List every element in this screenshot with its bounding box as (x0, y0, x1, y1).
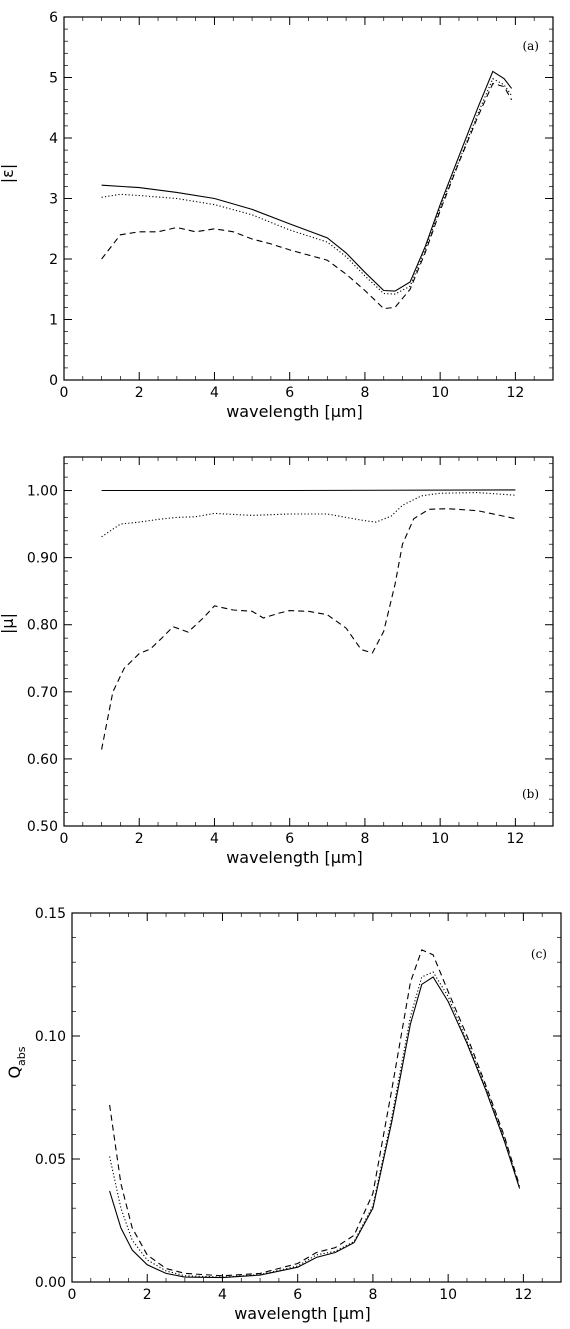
y-tick-label: 1 (49, 313, 58, 329)
series-solid (109, 976, 521, 1279)
series-solid (101, 489, 516, 492)
panel-tag: (c) (531, 947, 547, 961)
x-tick-label: 10 (431, 831, 449, 847)
x-tick-label: 10 (431, 385, 449, 401)
panel-tag: (b) (522, 787, 539, 801)
y-tick-label: 1.00 (27, 484, 58, 500)
y-tick-label: 2 (49, 252, 58, 268)
x-tick-label: 4 (210, 831, 219, 847)
y-tick-label: 0.10 (35, 1029, 66, 1045)
series-dashed (101, 82, 513, 310)
x-axis-label: wavelength [μm] (234, 1304, 371, 1323)
x-axis-label: wavelength [μm] (226, 848, 363, 867)
x-tick-label: 12 (514, 1287, 532, 1303)
x-tick-label: 6 (285, 385, 294, 401)
x-tick-label: 8 (368, 1287, 377, 1303)
x-tick-label: 12 (506, 385, 524, 401)
y-axis-label: |ε| (0, 164, 17, 183)
plot-frame (63, 16, 554, 381)
y-tick-label: 6 (49, 10, 58, 26)
x-tick-label: 2 (135, 831, 144, 847)
y-axis-label: Qabs (5, 1046, 28, 1078)
x-tick-label: 2 (143, 1287, 152, 1303)
x-tick-label: 8 (360, 385, 369, 401)
y-tick-label: 0.00 (35, 1275, 66, 1291)
plot-frame (71, 912, 562, 1283)
y-tick-label: 0.60 (27, 752, 58, 768)
x-tick-label: 0 (60, 385, 69, 401)
y-tick-label: 5 (49, 71, 58, 87)
series-dashed (101, 508, 516, 750)
x-tick-label: 12 (506, 831, 524, 847)
x-tick-label: 2 (135, 385, 144, 401)
x-tick-label: 6 (285, 831, 294, 847)
y-tick-label: 0 (49, 373, 58, 389)
series-dotted (101, 492, 516, 538)
y-tick-label: 0.90 (27, 551, 58, 567)
x-tick-label: 8 (360, 831, 369, 847)
x-tick-label: 0 (68, 1287, 77, 1303)
series-dotted (109, 971, 521, 1278)
panel-c: 0 2 4 6 8 10 12 0.00 0.05 0.10 0.15 wavelength [μm]… (5, 906, 562, 1323)
series-dashed (109, 949, 521, 1277)
y-tick-label: 0.50 (27, 819, 58, 835)
y-tick-label: 0.05 (35, 1152, 66, 1168)
y-tick-label: 0.70 (27, 685, 58, 701)
plot-frame (63, 456, 554, 827)
panel-b: 0 2 4 6 8 10 12 0.50 0.60 0.70 0.80 0.90 1.00 wavelen… (0, 456, 554, 867)
y-tick-label: 0.15 (35, 906, 66, 922)
x-axis-label: wavelength [μm] (226, 402, 363, 421)
y-tick-label: 0.80 (27, 618, 58, 634)
series-dotted (101, 77, 513, 295)
x-tick-label: 6 (293, 1287, 302, 1303)
y-tick-label: 3 (49, 192, 58, 208)
panel-tag: (a) (522, 39, 539, 53)
x-tick-label: 10 (439, 1287, 457, 1303)
x-tick-label: 0 (60, 831, 69, 847)
x-tick-label: 4 (210, 385, 219, 401)
y-tick-label: 4 (49, 131, 58, 147)
series-solid (101, 70, 513, 292)
y-axis-label: |μ| (0, 613, 17, 634)
x-tick-label: 4 (218, 1287, 227, 1303)
